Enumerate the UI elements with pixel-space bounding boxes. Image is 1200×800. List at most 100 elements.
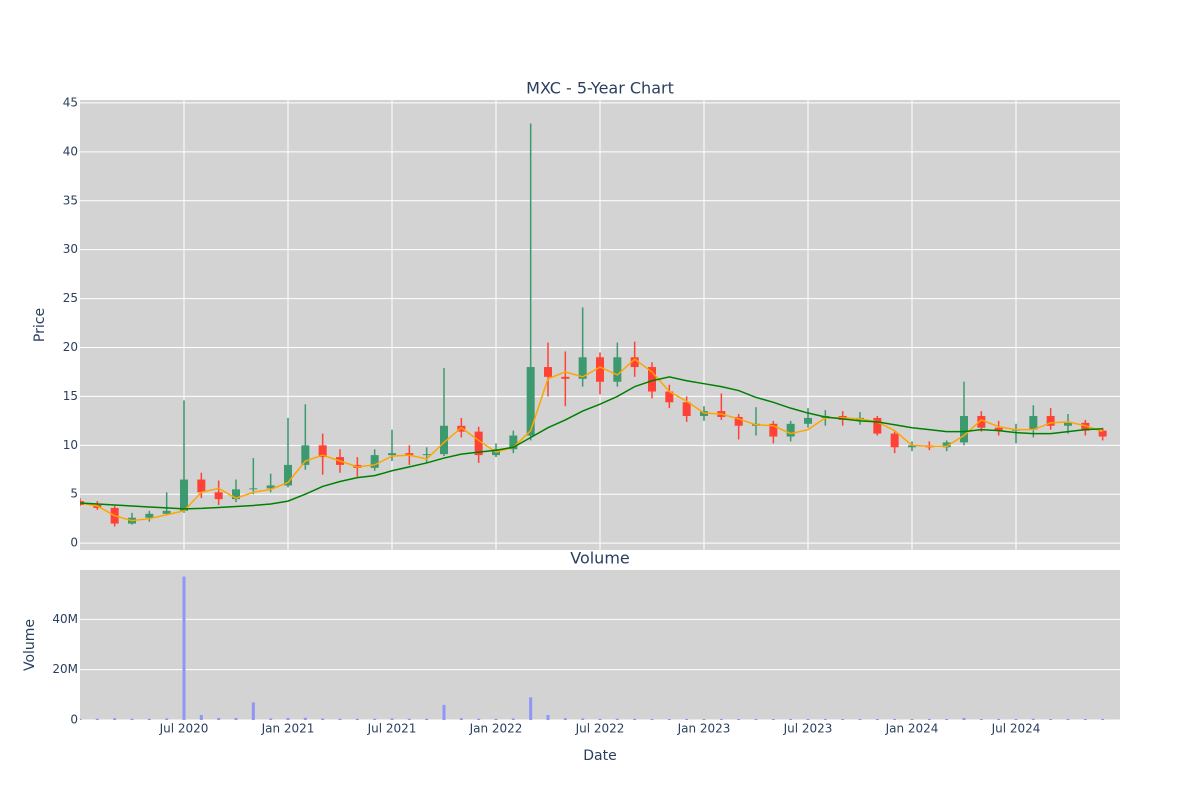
- candle-body: [873, 417, 882, 434]
- volume-bar: [633, 718, 637, 720]
- volume-bar: [1101, 718, 1105, 720]
- volume-axis-title: Volume: [22, 619, 38, 671]
- candle-body: [232, 489, 240, 500]
- candle-body: [596, 357, 604, 382]
- candle-body: [474, 431, 483, 456]
- volume-bar: [754, 718, 758, 720]
- candle-body: [578, 357, 587, 379]
- volume-bar: [165, 718, 169, 720]
- volume-bar: [823, 718, 827, 720]
- candle-body: [648, 367, 656, 392]
- volume-bar: [979, 718, 983, 720]
- volume-bar: [321, 718, 325, 720]
- volume-bar: [494, 718, 498, 720]
- volume-bar: [858, 718, 862, 720]
- candle-body: [440, 425, 448, 455]
- volume-bar: [1049, 718, 1053, 720]
- x-tick-label: Jan 2024: [885, 722, 939, 736]
- volume-bar: [217, 717, 221, 720]
- candle-body: [1029, 415, 1038, 430]
- candle-body: [977, 415, 986, 428]
- y-tick-label: 15: [63, 389, 78, 403]
- volume-bar: [1066, 718, 1070, 720]
- candle-body: [249, 488, 258, 490]
- volume-bar: [667, 718, 671, 720]
- volume-bar: [182, 576, 186, 720]
- x-axis-title: Date: [583, 748, 616, 764]
- volume-bar: [997, 718, 1001, 720]
- volume-bar: [113, 718, 117, 720]
- volume-bar: [737, 718, 741, 720]
- x-tick-label: Jul 2024: [991, 722, 1041, 736]
- x-tick-label: Jul 2022: [575, 722, 625, 736]
- y-tick-label: 30: [63, 242, 78, 256]
- volume-bar: [147, 718, 151, 720]
- candle-body: [786, 423, 795, 437]
- candle-body: [630, 357, 639, 368]
- x-tick-label: Jul 2021: [367, 722, 417, 736]
- volume-bar: [927, 718, 931, 720]
- x-tick-label: Jan 2022: [469, 722, 523, 736]
- volume-bar: [390, 718, 394, 720]
- y-tick-label: 20: [63, 340, 78, 354]
- candle-body: [994, 427, 1003, 431]
- y-tick-label: 0: [70, 713, 78, 727]
- volume-bar: [442, 704, 446, 720]
- y-tick-label: 20M: [52, 662, 78, 676]
- candle-body: [665, 391, 674, 403]
- y-tick-label: 25: [63, 291, 78, 305]
- candle-body: [908, 445, 916, 448]
- volume-bar: [841, 718, 845, 720]
- volume-bar: [546, 714, 550, 720]
- volume-bar: [702, 718, 706, 720]
- candle-body: [197, 479, 206, 493]
- candle-body: [1081, 422, 1090, 431]
- y-tick-label: 45: [63, 95, 78, 109]
- candle-body: [214, 492, 223, 500]
- volume-bar: [1014, 718, 1018, 720]
- x-tick-label: Jul 2020: [159, 722, 209, 736]
- volume-bar: [806, 718, 810, 720]
- volume-bar: [425, 718, 429, 720]
- candle-body: [266, 485, 275, 489]
- candle-body: [804, 417, 812, 424]
- y-tick-label: 35: [63, 193, 78, 207]
- candle-body: [284, 464, 292, 486]
- volume-bar: [338, 718, 342, 720]
- volume-bar: [875, 718, 879, 720]
- volume-bar: [459, 718, 463, 720]
- candle-body: [162, 510, 171, 514]
- candle-body: [526, 367, 535, 436]
- volume-bar: [771, 718, 775, 720]
- volume-title: Volume: [570, 549, 630, 568]
- moving-average: [80, 376, 1103, 510]
- candle-body: [544, 367, 552, 377]
- volume-bars: [80, 576, 1105, 720]
- volume-bar: [789, 718, 793, 720]
- volume-bar: [529, 697, 533, 720]
- y-tick-label: 40M: [52, 612, 78, 626]
- y-axis-title: Price: [32, 308, 48, 342]
- volume-bar: [511, 718, 515, 720]
- volume-bar: [1083, 718, 1087, 720]
- candle-body: [769, 423, 778, 437]
- volume-bar: [945, 718, 949, 720]
- volume-bar: [719, 718, 723, 720]
- volume-bar: [1031, 718, 1035, 720]
- x-tick-label: Jan 2021: [261, 722, 315, 736]
- candle-body: [561, 376, 570, 379]
- candle-body: [1064, 422, 1072, 426]
- candle-body: [301, 445, 310, 465]
- y-tick-label: 0: [70, 536, 78, 550]
- volume-bar: [130, 718, 134, 720]
- candle-body: [682, 402, 691, 416]
- volume-bar: [407, 718, 411, 720]
- moving-average: [80, 358, 1103, 522]
- candle-body: [613, 357, 622, 382]
- volume-bar: [286, 717, 290, 720]
- y-tick-label: 40: [63, 144, 78, 158]
- volume-bar: [563, 718, 567, 720]
- volume-bar: [355, 718, 359, 720]
- volume-bar: [910, 718, 914, 720]
